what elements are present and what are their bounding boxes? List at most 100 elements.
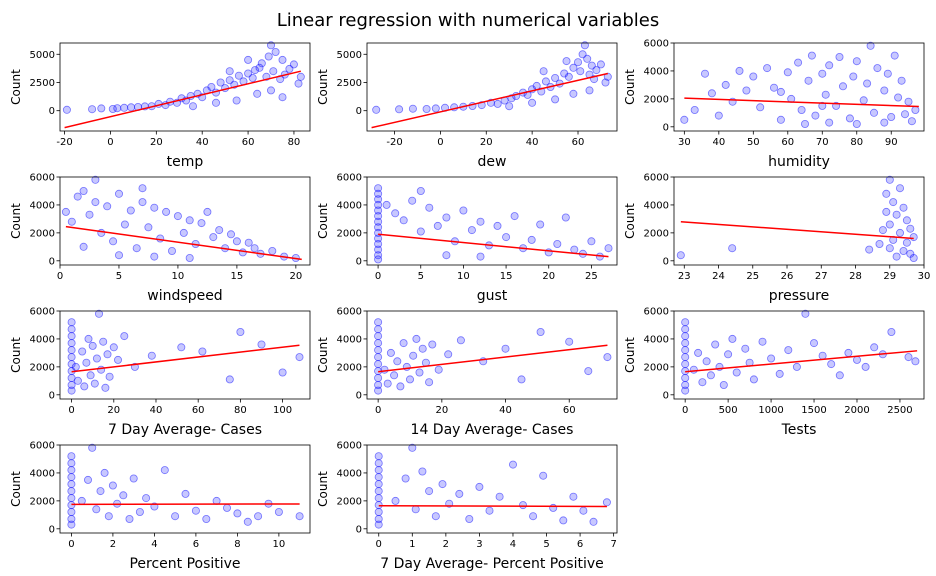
data-point-34 xyxy=(870,108,879,117)
x-tick-label: 1500 xyxy=(801,405,826,416)
data-point-33 xyxy=(579,506,588,515)
data-point-7 xyxy=(67,494,76,503)
data-point-4 xyxy=(681,339,690,348)
data-point-10 xyxy=(681,380,690,389)
data-point-5 xyxy=(374,206,383,215)
data-point-9 xyxy=(374,373,383,382)
data-point-46 xyxy=(562,57,571,66)
data-point-37 xyxy=(570,245,579,254)
data-point-18 xyxy=(399,339,408,348)
data-point-14 xyxy=(88,443,97,452)
x-axis-label: Tests xyxy=(781,422,817,438)
data-point-35 xyxy=(268,246,277,255)
scatter-points xyxy=(374,443,611,529)
data-point-18 xyxy=(86,371,95,380)
data-point-12 xyxy=(493,99,502,108)
data-point-41 xyxy=(887,327,896,336)
data-point-10 xyxy=(374,515,383,524)
x-tick-label: 2500 xyxy=(887,405,912,416)
data-point-12 xyxy=(126,206,135,215)
data-point-6 xyxy=(681,353,690,362)
x-tick-label: 60 xyxy=(563,405,576,416)
data-point-15 xyxy=(702,357,711,366)
data-point-31 xyxy=(250,66,259,75)
data-point-20 xyxy=(724,350,733,359)
y-axis-label: Count xyxy=(623,337,637,373)
data-point-23 xyxy=(741,344,750,353)
data-point-4 xyxy=(79,186,88,195)
data-point-2 xyxy=(728,244,737,253)
data-point-6 xyxy=(91,198,100,207)
data-point-31 xyxy=(801,309,810,318)
data-point-53 xyxy=(244,55,253,64)
x-tick-label: 20 xyxy=(289,271,302,282)
data-point-2 xyxy=(88,105,97,114)
scatter-points xyxy=(372,41,612,114)
x-tick-label: 40 xyxy=(196,137,209,148)
data-point-36 xyxy=(584,367,593,376)
x-tick-label: 6 xyxy=(577,539,583,550)
scatter-points xyxy=(676,175,918,262)
data-point-34 xyxy=(589,517,598,526)
x-tick-label: 24 xyxy=(712,271,725,282)
y-tick-label: 2500 xyxy=(30,78,55,89)
data-point-41 xyxy=(604,244,613,253)
data-point-40 xyxy=(278,55,287,64)
data-point-3 xyxy=(865,245,874,254)
axes-frame xyxy=(59,176,311,266)
data-point-42 xyxy=(901,110,910,119)
data-point-18 xyxy=(899,246,908,255)
data-point-32 xyxy=(583,54,592,63)
data-point-1 xyxy=(676,251,685,260)
regression-line xyxy=(378,344,608,373)
data-point-19 xyxy=(438,480,447,489)
data-point-21 xyxy=(409,351,418,360)
data-point-15 xyxy=(382,200,391,209)
data-point-1 xyxy=(372,105,381,114)
data-point-6 xyxy=(374,353,383,362)
x-tick-label: 3 xyxy=(476,539,482,550)
x-tick-label: 40 xyxy=(150,405,163,416)
data-point-7 xyxy=(882,189,891,198)
data-point-21 xyxy=(119,491,128,500)
data-point-26 xyxy=(425,378,434,387)
x-tick-label: 7 xyxy=(610,539,616,550)
data-point-45 xyxy=(539,67,548,76)
data-point-13 xyxy=(132,244,141,253)
x-axis-label: Percent Positive xyxy=(129,556,240,572)
y-tick-label: 0 xyxy=(49,390,55,401)
data-point-45 xyxy=(911,106,920,115)
data-point-13 xyxy=(374,251,383,260)
data-point-32 xyxy=(810,339,819,348)
subplot-3: 30 40 50 60 70 80 90 0 2000 4000 6000 humidity Count xyxy=(623,39,925,170)
data-point-46 xyxy=(801,120,810,129)
y-axis-label: Count xyxy=(9,203,23,239)
data-point-14 xyxy=(892,252,901,261)
data-point-36 xyxy=(561,213,570,222)
data-point-6 xyxy=(374,487,383,496)
data-point-40 xyxy=(505,102,514,111)
data-point-27 xyxy=(839,82,848,91)
data-point-39 xyxy=(295,353,304,362)
data-point-32 xyxy=(527,235,536,244)
y-tick-label: 6000 xyxy=(30,173,55,184)
data-point-29 xyxy=(784,346,793,355)
data-point-21 xyxy=(541,77,550,86)
data-point-6 xyxy=(67,487,76,496)
data-point-26 xyxy=(508,460,517,469)
data-point-28 xyxy=(775,369,784,378)
data-point-16 xyxy=(706,371,715,380)
x-axis-label: 7 Day Average- Percent Positive xyxy=(380,556,604,572)
data-point-29 xyxy=(502,233,511,242)
y-tick-label: 4000 xyxy=(30,334,55,345)
data-point-20 xyxy=(90,379,99,388)
data-point-38 xyxy=(271,48,280,57)
data-point-14 xyxy=(776,115,785,124)
data-point-31 xyxy=(559,516,568,525)
x-tick-label: 8 xyxy=(234,539,240,550)
regression-line xyxy=(371,72,608,129)
x-tick-label: 0 xyxy=(68,539,74,550)
data-point-37 xyxy=(269,67,278,76)
data-point-9 xyxy=(374,507,383,516)
data-point-30 xyxy=(232,237,241,246)
